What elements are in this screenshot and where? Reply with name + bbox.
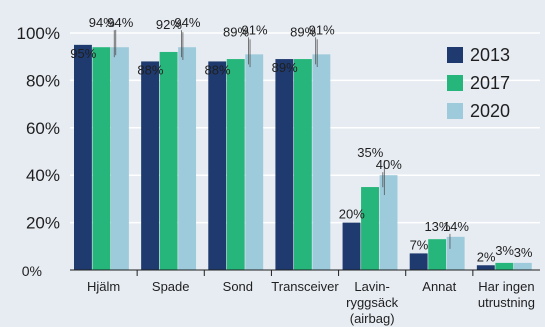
data-label: 91% [309, 22, 335, 37]
data-label: 92% [156, 17, 182, 32]
bar [312, 54, 331, 270]
data-label: 88% [137, 62, 163, 77]
data-label: 95% [70, 46, 96, 61]
bar [361, 187, 379, 270]
bar [476, 265, 495, 270]
bar [92, 47, 111, 270]
data-label: 2% [477, 249, 496, 264]
bar [379, 175, 398, 270]
x-category-label: Har ingen utrustning [478, 279, 535, 310]
x-category-label: Sond [223, 279, 253, 294]
legend-swatch [447, 103, 463, 119]
chart-bars [74, 44, 532, 271]
bar [245, 54, 264, 270]
legend-label: 2013 [470, 45, 510, 65]
x-category-label-line: Har ingen [478, 279, 534, 294]
x-category-label: Annat [422, 279, 456, 294]
data-label: 14% [443, 219, 469, 234]
legend-swatch [447, 75, 463, 91]
y-tick-label: 20% [26, 214, 60, 233]
bar [74, 44, 92, 270]
data-label: 40% [376, 157, 402, 172]
bar [159, 51, 178, 271]
data-label: 88% [205, 62, 231, 77]
data-label: 89% [223, 24, 249, 39]
x-category-label: Spade [152, 279, 190, 294]
x-category-label: Hjälm [87, 279, 120, 294]
data-label: 3% [495, 243, 514, 258]
data-label: 94% [89, 15, 115, 30]
x-category-label-line: Transceiver [271, 279, 339, 294]
x-category-label: Lavin-ryggsäck (airbag) [346, 279, 399, 326]
bar [446, 236, 465, 270]
bar [111, 47, 129, 270]
y-tick-label: 0% [22, 263, 42, 279]
x-axis: Hjälm Spade Sond Transceiver Lavin-ryggsäck(… [70, 269, 540, 326]
bar [141, 61, 160, 270]
x-category-label-line: Sond [223, 279, 253, 294]
bar [208, 61, 227, 270]
data-labels: 95%88% 88% 89%20%7%2%94% 92% 89% 89%35%13%3%9… [70, 15, 533, 264]
data-label: 35% [357, 145, 383, 160]
y-tick-label: 100% [17, 24, 60, 43]
y-tick-label: 80% [26, 71, 60, 90]
x-category-label: Transceiver [271, 279, 339, 294]
bar [178, 47, 197, 270]
bar [226, 59, 245, 270]
bar [428, 239, 447, 270]
data-label: 89% [272, 60, 298, 75]
y-tick-label: 40% [26, 166, 60, 185]
x-category-label-line: Lavin- [354, 279, 389, 294]
data-label: 91% [242, 22, 268, 37]
bar [495, 262, 514, 270]
bar [513, 262, 532, 270]
data-label: 13% [424, 219, 450, 234]
bar [293, 59, 312, 270]
legend-swatch [447, 47, 463, 63]
y-tick-label: 60% [26, 119, 60, 138]
y-axis: 0% 20% 40% 60% 80% 100% [17, 24, 60, 279]
data-label: 89% [290, 24, 316, 39]
x-category-label-line: Hjälm [87, 279, 120, 294]
x-category-label-line: Annat [422, 279, 456, 294]
bar [275, 59, 294, 270]
data-label: 20% [339, 207, 365, 222]
bar [409, 253, 428, 270]
data-label: 94% [174, 15, 200, 30]
x-category-label-line: utrustning [478, 295, 535, 310]
data-label: 94% [107, 15, 133, 30]
x-category-label-line: ryggsäck [346, 295, 399, 310]
data-label: 7% [410, 237, 429, 252]
bar [342, 222, 361, 270]
x-category-label-line: (airbag) [350, 311, 395, 326]
x-category-label-line: Spade [152, 279, 190, 294]
chart-legend: 2013 2017 2020 [447, 45, 510, 121]
legend-label: 2020 [470, 101, 510, 121]
data-label: 3% [514, 245, 533, 260]
legend-label: 2017 [470, 73, 510, 93]
